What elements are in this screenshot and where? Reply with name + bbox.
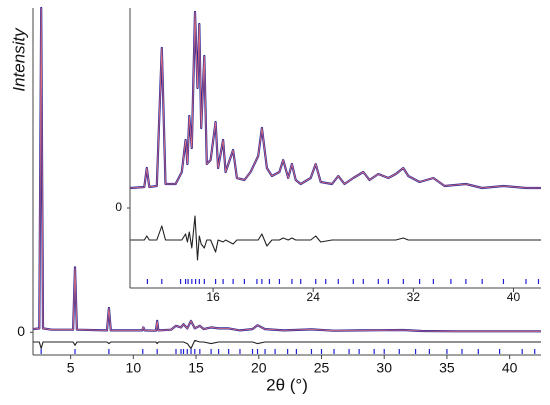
x-tick-label: 5 — [67, 360, 75, 376]
x-tick-label: 25 — [314, 360, 330, 376]
difference-line — [130, 215, 541, 261]
y-tick-label: 0 — [17, 323, 25, 339]
x-tick-label: 35 — [439, 360, 455, 376]
x-tick-label: 10 — [126, 360, 142, 376]
difference-line — [33, 339, 541, 350]
x-tick-label: 16 — [206, 290, 220, 304]
x-tick-label: 24 — [307, 290, 321, 304]
x-axis-label: 2θ (°) — [266, 375, 308, 394]
x-tick-label: 40 — [507, 290, 521, 304]
x-tick-label: 15 — [188, 360, 204, 376]
x-tick-label: 20 — [251, 360, 267, 376]
x-tick-label: 40 — [502, 360, 518, 376]
inset-background — [130, 4, 547, 300]
calculated-line — [130, 11, 541, 189]
y-tick-label: 0 — [115, 200, 122, 214]
x-tick-label: 30 — [376, 360, 392, 376]
calculated-line — [32, 7, 541, 332]
x-tick-label: 32 — [407, 290, 421, 304]
y-axis-label: Intensity — [9, 27, 28, 92]
